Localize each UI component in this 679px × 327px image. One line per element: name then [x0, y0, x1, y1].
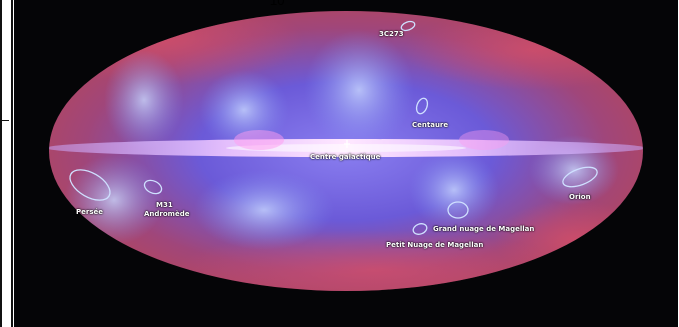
label-centre-galactique: Centre galactique [310, 153, 381, 161]
marker-m31 [143, 179, 163, 195]
label-andromede: Andromède [144, 210, 190, 218]
label-centaure: Centaure [412, 121, 449, 129]
marker-petit-nuage [412, 223, 428, 235]
left-border-line-2 [11, 0, 13, 327]
page-number: 10 [270, 0, 285, 8]
all-sky-map-image: 3C273 Centaure Centre galactique M31 And… [14, 0, 678, 327]
marker-3c273 [400, 20, 416, 32]
marker-grand-nuage [447, 201, 469, 219]
label-grand-nuage: Grand nuage de Magellan [433, 225, 535, 233]
left-border-line [0, 0, 2, 327]
label-petit-nuage: Petit Nuage de Magellan [386, 241, 484, 249]
label-persee: Persée [76, 208, 103, 216]
label-3c273: 3C273 [379, 30, 404, 38]
marker-centre-galactique [344, 140, 350, 148]
sky-map-graphic [49, 11, 643, 291]
marker-orion [562, 166, 598, 188]
page-tick [0, 120, 9, 121]
marker-persee [69, 169, 111, 201]
label-orion: Orion [569, 193, 591, 201]
label-m31: M31 [156, 201, 173, 209]
marker-centaure [415, 97, 429, 115]
